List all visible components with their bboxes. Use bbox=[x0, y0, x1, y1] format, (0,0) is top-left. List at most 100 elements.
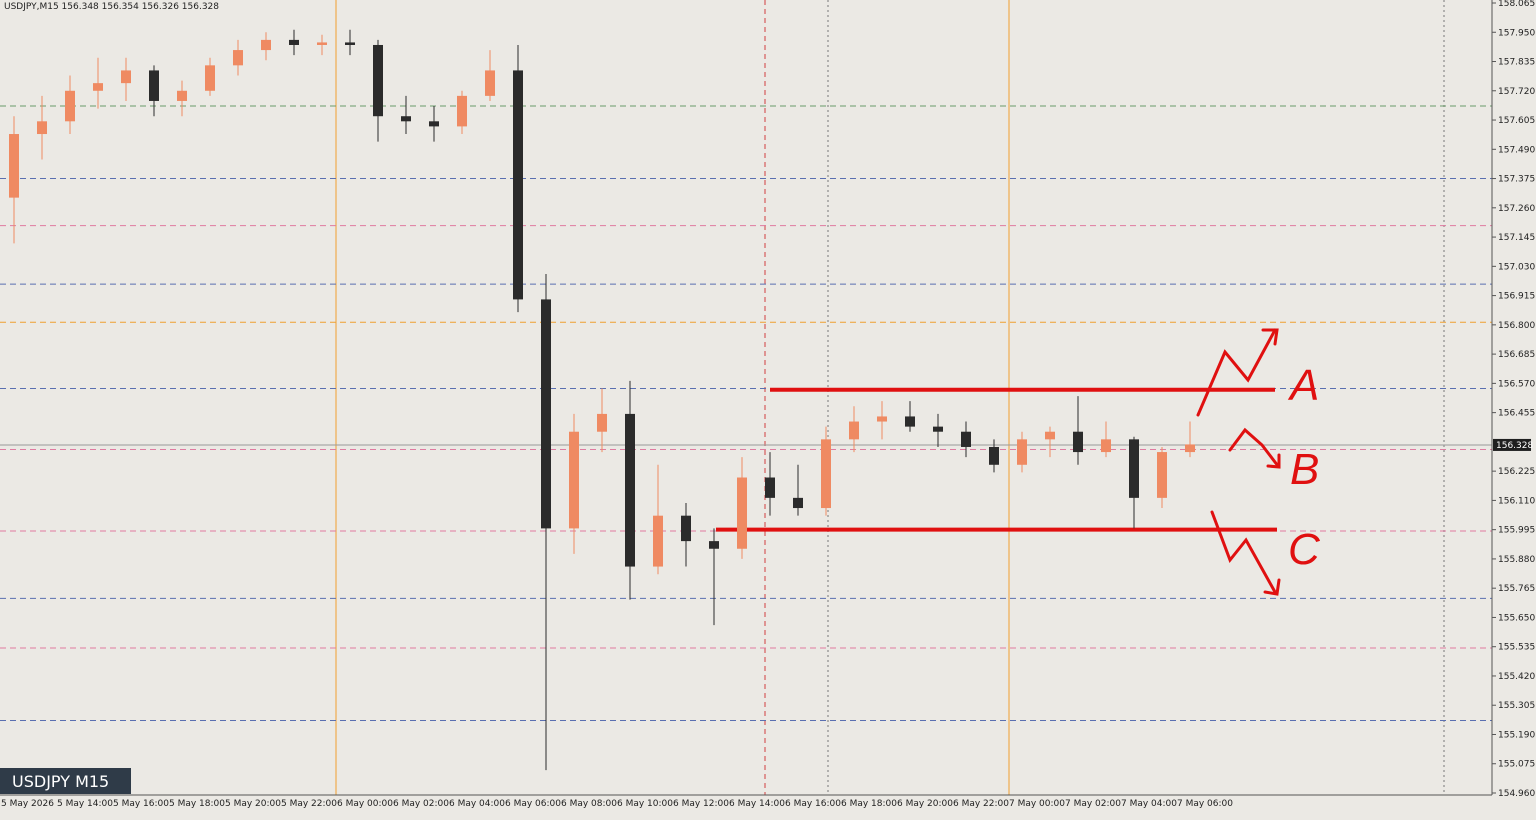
candle-body bbox=[177, 90, 187, 101]
candle-body bbox=[933, 426, 943, 432]
y-tick-label: 157.605 bbox=[1498, 116, 1535, 126]
y-tick-label: 155.305 bbox=[1498, 701, 1535, 711]
candle-body bbox=[9, 134, 19, 198]
annotation: B bbox=[1290, 445, 1319, 494]
y-tick-label: 155.420 bbox=[1498, 672, 1535, 682]
candle-body bbox=[401, 116, 411, 122]
y-tick-label: 156.455 bbox=[1498, 409, 1535, 419]
plot: 158.065 157.950 157.835 157.720 157.605 157.4… bbox=[0, 0, 1535, 799]
y-tick-label: 154.960 bbox=[1498, 789, 1535, 799]
x-tick-label: 6 May 22:00 bbox=[953, 799, 1009, 809]
y-tick-label: 156.570 bbox=[1498, 379, 1535, 389]
candle-body bbox=[905, 416, 915, 427]
x-tick-label: 6 May 06:00 bbox=[505, 799, 561, 809]
x-tick-label: 6 May 16:00 bbox=[785, 799, 841, 809]
candle-body bbox=[149, 70, 159, 101]
x-tick-label: 5 May 14:00 bbox=[57, 799, 113, 809]
y-tick-label: 157.260 bbox=[1498, 204, 1535, 214]
candle-body bbox=[429, 121, 439, 127]
arrow-a bbox=[1196, 328, 1277, 417]
x-tick-label: 5 May 18:00 bbox=[169, 799, 225, 809]
candle-body bbox=[541, 299, 551, 529]
candle-body bbox=[765, 477, 775, 498]
x-tick-label: 5 May 20:00 bbox=[225, 799, 281, 809]
x-tick-label: 6 May 20:00 bbox=[897, 799, 953, 809]
y-tick-label: 158.065 bbox=[1498, 0, 1535, 9]
y-tick-label: 157.490 bbox=[1498, 145, 1535, 155]
x-tick-label: 5 May 2026 bbox=[1, 799, 54, 809]
candle-body bbox=[793, 497, 803, 509]
y-tick-label: 157.950 bbox=[1498, 28, 1535, 38]
header: USDJPY,M15 156.348 156.354 156.326 156.3… bbox=[4, 2, 219, 12]
x-tick-label: 7 May 04:00 bbox=[1121, 799, 1177, 809]
y-tick-label: 156.685 bbox=[1498, 350, 1535, 360]
y-tick-label: 157.835 bbox=[1498, 58, 1535, 68]
candle-body bbox=[93, 83, 103, 91]
candle-body bbox=[597, 413, 607, 432]
y-tick-label: 156.915 bbox=[1498, 292, 1535, 302]
candle-body bbox=[877, 416, 887, 422]
candle-body bbox=[1017, 439, 1027, 465]
scenario-arrows bbox=[1196, 328, 1281, 596]
candle-body bbox=[1157, 452, 1167, 498]
y-tick-label: 155.535 bbox=[1498, 643, 1535, 653]
x-tick-label: 5 May 16:00 bbox=[113, 799, 169, 809]
y-tick-label: 157.720 bbox=[1498, 87, 1535, 97]
x-tick-label: 6 May 12:00 bbox=[673, 799, 729, 809]
x-tick-label: 6 May 14:00 bbox=[729, 799, 785, 809]
x-tick-label: 7 May 00:00 bbox=[1009, 799, 1065, 809]
symbol-label: USDJPY M15 bbox=[12, 772, 109, 791]
candle-body bbox=[121, 70, 131, 84]
current-price-box bbox=[1493, 438, 1531, 451]
candle-body bbox=[205, 65, 215, 91]
candle-body bbox=[737, 477, 747, 549]
candle-body bbox=[961, 431, 971, 447]
y-tick-label: 156.110 bbox=[1498, 496, 1535, 506]
y-tick-label: 155.075 bbox=[1498, 760, 1535, 770]
annotation: A bbox=[1287, 361, 1319, 410]
arrow-head bbox=[1261, 328, 1279, 346]
candle-body bbox=[821, 439, 831, 509]
candle-body bbox=[569, 431, 579, 529]
candle-body bbox=[513, 70, 523, 300]
candle-body bbox=[849, 421, 859, 440]
symbol-box bbox=[0, 768, 131, 794]
candle-body bbox=[681, 515, 691, 542]
candle-body bbox=[1129, 439, 1139, 498]
x-tick-label: 6 May 18:00 bbox=[841, 799, 897, 809]
arrow-c bbox=[1210, 510, 1277, 594]
x-tick-label: 6 May 10:00 bbox=[617, 799, 673, 809]
candle-body bbox=[1101, 439, 1111, 453]
x-tick-label: 6 May 00:00 bbox=[337, 799, 393, 809]
candle-body bbox=[289, 39, 299, 45]
y-tick-label: 155.880 bbox=[1498, 555, 1535, 565]
candle-body bbox=[317, 42, 327, 45]
y-tick-label: 157.030 bbox=[1498, 262, 1535, 272]
candle-body bbox=[1185, 444, 1195, 453]
y-tick-label: 155.765 bbox=[1498, 584, 1535, 594]
candle-body bbox=[1073, 431, 1083, 453]
candle-body bbox=[373, 44, 383, 117]
candle-body bbox=[485, 70, 495, 96]
candle-body bbox=[233, 50, 243, 66]
candle-body bbox=[1045, 431, 1055, 440]
candle-body bbox=[457, 95, 467, 127]
x-tick-label: 6 May 08:00 bbox=[561, 799, 617, 809]
candle-body bbox=[345, 42, 355, 45]
annotation: C bbox=[1288, 525, 1321, 574]
x-tick-label: 6 May 02:00 bbox=[393, 799, 449, 809]
x-tick-label: 6 May 04:00 bbox=[449, 799, 505, 809]
y-tick-label: 156.800 bbox=[1498, 321, 1535, 331]
y-tick-label: 157.375 bbox=[1498, 175, 1535, 185]
x-tick-label: 7 May 06:00 bbox=[1177, 799, 1233, 809]
x-tick-label: 5 May 22:00 bbox=[281, 799, 337, 809]
candle-body bbox=[625, 413, 635, 567]
candle-body bbox=[65, 90, 75, 122]
arrow-b bbox=[1228, 427, 1280, 468]
candle-body bbox=[989, 446, 999, 465]
current-price-label: 156.328 bbox=[1496, 441, 1533, 451]
candle-body bbox=[709, 541, 719, 549]
